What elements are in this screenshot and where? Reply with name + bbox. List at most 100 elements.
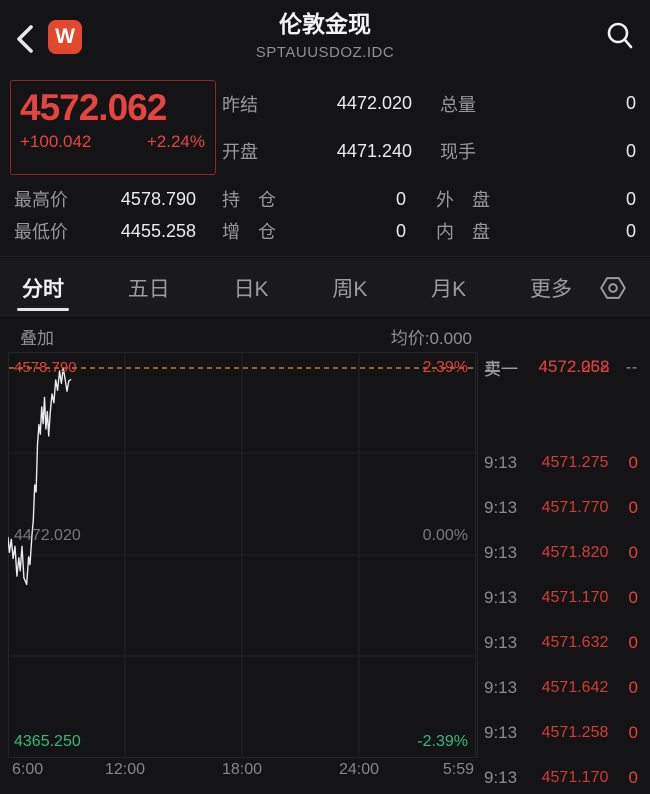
stat-label: 最高价 bbox=[14, 190, 68, 210]
stat-label: 最低价 bbox=[14, 222, 68, 242]
quote-side-panel[interactable]: 卖一 4572.258 -- 买一 4572.062 -- 9:13 4571.… bbox=[478, 352, 650, 794]
tab-item[interactable]: 五日 bbox=[127, 277, 170, 301]
chart-canvas bbox=[8, 352, 476, 758]
stat-label: 外 盘 bbox=[436, 190, 490, 210]
price-change: +100.042 bbox=[20, 132, 92, 151]
overlay-button[interactable]: 叠加 bbox=[20, 329, 54, 348]
stat-label: 增 仓 bbox=[222, 222, 276, 242]
chart-zero-pct-label: 0.00% bbox=[422, 527, 468, 544]
order-level-label: 买一 bbox=[484, 359, 518, 379]
order-price: 4572.062 bbox=[538, 357, 610, 376]
trade-row[interactable]: 9:13 4571.170 0 bbox=[478, 575, 650, 620]
chart-low-pct-label: -2.39% bbox=[417, 733, 468, 750]
trade-time: 9:13 bbox=[484, 722, 518, 742]
stat-value: 0 bbox=[395, 188, 406, 209]
field-value: 0 bbox=[625, 140, 636, 161]
field-label: 总量 bbox=[440, 94, 476, 115]
trade-price: 4571.632 bbox=[541, 633, 609, 651]
stats-rows: 最高价 4578.790 持 仓 0 外 盘 0 最低价 4455.258 增 … bbox=[14, 183, 636, 247]
chart-settings-button[interactable] bbox=[598, 273, 628, 303]
trade-row[interactable]: 9:13 4571.770 0 bbox=[478, 485, 650, 530]
back-button[interactable] bbox=[12, 22, 40, 56]
instrument-code: SPTAUUSDOZ.IDC bbox=[255, 44, 395, 61]
price-change-pct: +2.24% bbox=[146, 132, 205, 151]
quote-fields: 昨结 4472.020 总量 0 开盘 4471.240 现手 0 bbox=[222, 80, 636, 175]
panel-divider bbox=[477, 352, 478, 758]
trade-price: 4571.770 bbox=[541, 498, 609, 516]
trade-price: 4571.170 bbox=[541, 768, 609, 786]
tab-item[interactable]: 分时 bbox=[22, 258, 64, 317]
quote-field-row: 开盘 4471.240 现手 0 bbox=[222, 138, 636, 164]
trade-price: 4571.820 bbox=[541, 543, 609, 561]
tab-list: 分时 五日 日K 周K 月K 更多 bbox=[22, 258, 572, 317]
intraday-chart[interactable]: 4578.790 2.39% 4472.020 0.00% 4365.250 -… bbox=[8, 352, 476, 758]
tab-item[interactable]: 更多 bbox=[529, 277, 572, 301]
search-button[interactable] bbox=[604, 20, 636, 52]
stat-value: 0 bbox=[395, 220, 406, 241]
order-book-row: 买一 4572.062 -- bbox=[478, 352, 650, 382]
search-icon bbox=[607, 22, 633, 49]
trade-row[interactable]: 9:13 4571.258 0 bbox=[478, 710, 650, 755]
trade-price: 4571.258 bbox=[541, 723, 609, 741]
trade-price: 4571.170 bbox=[541, 588, 609, 606]
time-tick: 5:59 bbox=[442, 761, 474, 778]
stat-label: 持 仓 bbox=[222, 190, 276, 210]
trade-row[interactable]: 9:13 4571.820 0 bbox=[478, 530, 650, 575]
order-level-label: 卖一 bbox=[484, 359, 518, 379]
trade-time: 9:13 bbox=[484, 587, 518, 607]
field-label: 昨结 bbox=[222, 94, 258, 115]
price-line bbox=[8, 367, 72, 586]
trade-volume: 0 bbox=[628, 632, 638, 652]
header: W 伦敦金现 SPTAUUSDOZ.IDC bbox=[0, 0, 650, 74]
trade-row[interactable]: 9:13 4571.275 0 bbox=[478, 440, 650, 485]
trade-row[interactable]: 9:13 4571.170 0 bbox=[478, 755, 650, 794]
trade-price: 4571.642 bbox=[541, 678, 609, 696]
stats-row: 最高价 4578.790 持 仓 0 外 盘 0 bbox=[14, 183, 636, 215]
time-tick: 18:00 bbox=[221, 761, 263, 778]
stat-value: 4455.258 bbox=[120, 220, 196, 241]
trade-volume: 0 bbox=[628, 722, 638, 742]
page-title: 伦敦金现 bbox=[279, 11, 371, 37]
field-label: 开盘 bbox=[222, 142, 258, 163]
stat-value: 4578.790 bbox=[120, 188, 196, 209]
stat-value: 0 bbox=[625, 188, 636, 209]
tab-item[interactable]: 周K bbox=[332, 277, 368, 301]
chart-tabbar: 分时 五日 日K 周K 月K 更多 bbox=[0, 258, 650, 318]
order-book-row: 卖一 4572.258 -- bbox=[478, 352, 650, 382]
trade-row[interactable]: 9:13 4571.642 0 bbox=[478, 665, 650, 710]
stat-value: 0 bbox=[625, 220, 636, 241]
stats-row: 最低价 4455.258 增 仓 0 内 盘 0 bbox=[14, 215, 636, 247]
chart-prevclose-label: 4472.020 bbox=[14, 527, 81, 544]
field-value: 0 bbox=[625, 93, 636, 114]
trade-volume: 0 bbox=[628, 677, 638, 697]
trade-row[interactable]: 9:13 4571.632 0 bbox=[478, 620, 650, 665]
chevron-left-icon bbox=[17, 25, 33, 53]
quote-field-row: 昨结 4472.020 总量 0 bbox=[222, 91, 636, 117]
chart-high-pct-label: 2.39% bbox=[422, 359, 468, 376]
trade-time: 9:13 bbox=[484, 542, 518, 562]
last-price: 4572.062 bbox=[20, 87, 167, 128]
time-axis: 6:00 12:00 18:00 24:00 5:59 bbox=[8, 761, 476, 785]
trade-volume: 0 bbox=[628, 542, 638, 562]
tab-item[interactable]: 月K bbox=[431, 277, 467, 301]
wind-app-logo[interactable]: W bbox=[48, 20, 82, 54]
order-volume: -- bbox=[626, 358, 638, 376]
last-price-box: 4572.062 +100.042 +2.24% bbox=[10, 80, 216, 175]
trade-time: 9:13 bbox=[484, 677, 518, 697]
trade-volume: 0 bbox=[628, 452, 638, 472]
chart-low-price-label: 4365.250 bbox=[14, 733, 81, 750]
time-tick: 12:00 bbox=[104, 761, 146, 778]
hex-settings-icon bbox=[600, 276, 626, 299]
chart-high-price-label: 4578.790 bbox=[14, 359, 77, 376]
field-value: 4472.020 bbox=[336, 93, 412, 114]
trade-volume: 0 bbox=[628, 767, 638, 787]
trade-list[interactable]: 9:13 4571.275 0 9:13 4571.770 0 9:13 457… bbox=[478, 440, 650, 794]
time-tick: 24:00 bbox=[338, 761, 380, 778]
order-price: 4572.258 bbox=[538, 357, 610, 376]
time-tick: 6:00 bbox=[12, 761, 44, 778]
trade-volume: 0 bbox=[628, 587, 638, 607]
stat-label: 内 盘 bbox=[436, 222, 490, 242]
tab-item[interactable]: 日K bbox=[233, 277, 269, 301]
avg-price-label: 均价:0.000 bbox=[390, 329, 472, 348]
